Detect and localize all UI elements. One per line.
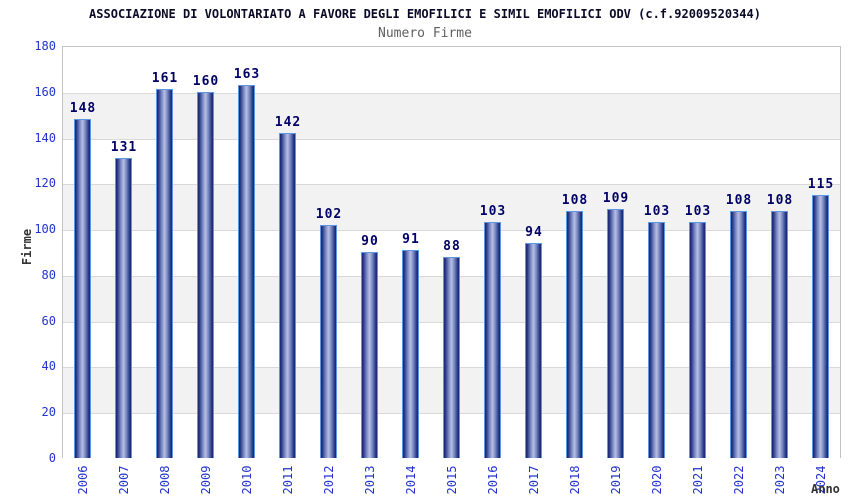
bar-value-label: 108 [725,193,753,208]
x-tick-label: 2023 [773,465,787,495]
x-axis-title: Anno [811,482,840,496]
bar-2015 [443,257,460,458]
bar-2008 [156,89,173,458]
y-tick-label: 40 [41,359,56,374]
bar-2010 [238,85,255,458]
x-tick-label: 2009 [199,465,213,495]
x-tick-label: 2013 [363,465,377,495]
bar-2011 [279,133,296,458]
bar-value-label: 108 [766,193,794,208]
bar-2012 [320,225,337,458]
bar-2017 [525,243,542,458]
x-tick-label: 2020 [650,465,664,495]
bar-2007 [115,158,132,458]
bar-2009 [197,92,214,458]
bar-value-label: 142 [274,115,302,130]
x-tick-label: 2022 [732,465,746,495]
y-tick-label: 80 [41,267,56,282]
plot-band [63,92,840,139]
bar-value-label: 131 [110,140,138,155]
bar-2019 [607,209,624,458]
y-tick-label: 140 [34,130,56,145]
y-tick-label: 160 [34,84,56,99]
x-tick-label: 2019 [609,465,623,495]
gridline [63,184,840,185]
x-tick-label: 2018 [568,465,582,495]
y-tick-label: 20 [41,405,56,420]
bar-value-label: 115 [807,177,835,192]
chart-subtitle: Numero Firme [378,26,472,41]
plot-band [63,138,840,185]
y-tick-label: 100 [34,222,56,237]
x-tick-label: 2011 [281,465,295,495]
bar-value-label: 109 [602,191,630,206]
bar-value-label: 160 [192,74,220,89]
gridline [63,93,840,94]
bar-value-label: 91 [402,232,420,247]
bar-value-label: 88 [443,239,461,254]
bar-value-label: 90 [361,234,379,249]
bar-2020 [648,222,665,458]
bar-value-label: 103 [479,204,507,219]
bar-2013 [361,252,378,458]
plot-band [63,184,840,231]
x-tick-label: 2014 [404,465,418,495]
x-tick-label: 2008 [158,465,172,495]
bar-2024 [812,195,829,458]
bar-2014 [402,250,419,458]
gridline [63,139,840,140]
x-tick-label: 2010 [240,465,254,495]
bar-2023 [771,211,788,458]
x-tick-label: 2012 [322,465,336,495]
y-tick-label: 180 [34,39,56,53]
y-tick-label: 120 [34,176,56,191]
plot-band [63,47,840,93]
bar-value-label: 102 [315,207,343,222]
x-tick-label: 2016 [486,465,500,495]
x-tick-label: 2007 [117,465,131,495]
bar-2021 [689,222,706,458]
bar-2016 [484,222,501,458]
x-tick-label: 2015 [445,465,459,495]
x-tick-label: 2021 [691,465,705,495]
y-tick-label: 60 [41,313,56,328]
x-tick-label: 2006 [76,465,90,495]
bar-value-label: 108 [561,193,589,208]
bar-2006 [74,119,91,458]
bar-2022 [730,211,747,458]
bar-2018 [566,211,583,458]
y-tick-label: 0 [48,451,56,465]
y-axis-title: Firme [20,228,34,266]
bar-value-label: 163 [233,67,261,82]
bar-value-label: 148 [69,101,97,116]
chart-title: ASSOCIAZIONE DI VOLONTARIATO A FAVORE DE… [89,7,761,21]
gridline [63,230,840,231]
bar-value-label: 94 [525,225,543,240]
bar-value-label: 103 [684,204,712,219]
x-tick-label: 2017 [527,465,541,495]
plot-area [62,46,841,459]
bar-value-label: 103 [643,204,671,219]
bar-value-label: 161 [151,71,179,86]
